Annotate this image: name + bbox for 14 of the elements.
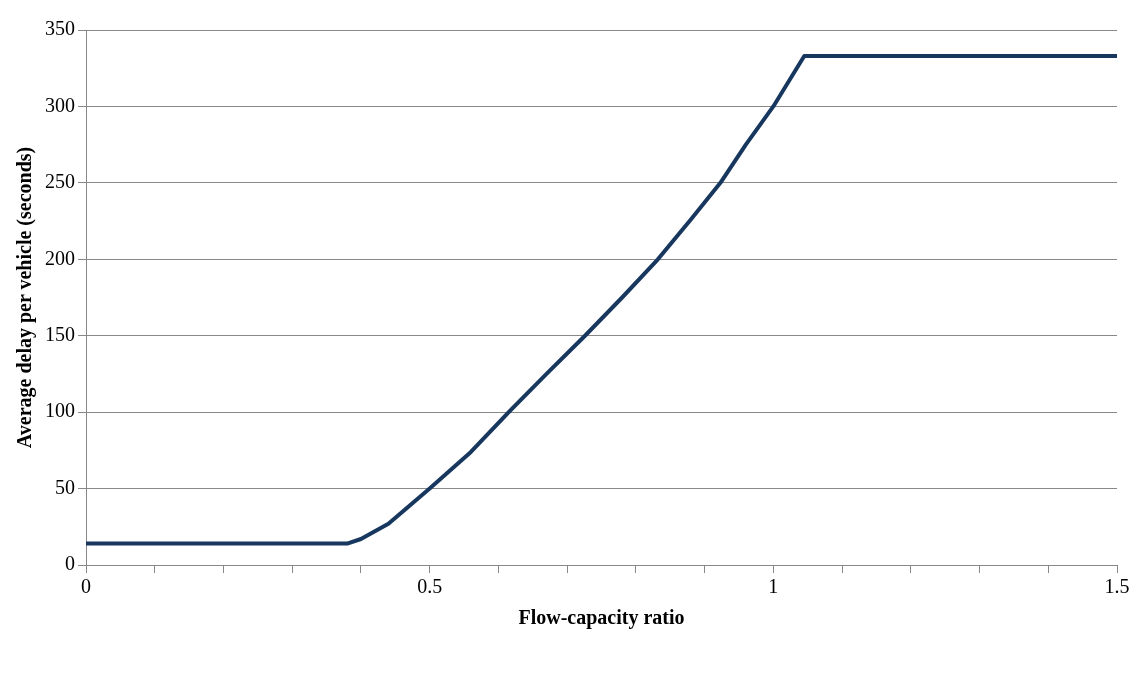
x-tick-label: 1.5 [1104,575,1130,598]
y-tick-label: 350 [45,17,75,40]
y-tick-label: 0 [65,552,75,575]
y-tick-label: 200 [45,246,75,269]
y-axis-title: Average delay per vehicle (seconds) [13,146,37,449]
y-tick-label: 300 [45,93,75,116]
x-axis-title: Flow-capacity ratio [518,606,685,630]
y-tick-label: 50 [55,475,75,498]
x-tick-label: 0.5 [417,575,443,598]
x-tick-label: 0 [81,575,91,598]
x-tick-label: 1 [768,575,779,598]
y-tick-label: 250 [45,170,75,193]
y-tick-label: 100 [45,399,75,422]
y-tick-label: 150 [45,322,75,345]
